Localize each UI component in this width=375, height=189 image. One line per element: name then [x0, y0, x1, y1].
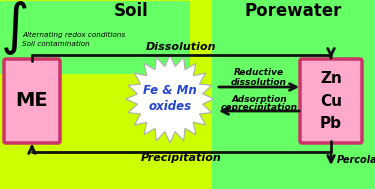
- Text: Pb: Pb: [320, 116, 342, 131]
- FancyBboxPatch shape: [0, 1, 190, 74]
- Text: oxides: oxides: [148, 99, 192, 112]
- FancyBboxPatch shape: [300, 59, 362, 143]
- Text: Zn: Zn: [320, 71, 342, 86]
- FancyBboxPatch shape: [4, 59, 60, 143]
- Text: Porewater: Porewater: [245, 2, 342, 20]
- Text: Cu: Cu: [320, 94, 342, 108]
- Text: coprecipitation: coprecipitation: [220, 103, 297, 112]
- Text: Alternating redox conditions: Alternating redox conditions: [22, 32, 125, 38]
- Text: Soil: Soil: [114, 2, 149, 20]
- Text: Precipitation: Precipitation: [141, 153, 222, 163]
- Text: Adsorption: Adsorption: [231, 95, 287, 104]
- Text: Reductive: Reductive: [234, 68, 284, 77]
- Polygon shape: [126, 55, 214, 143]
- Bar: [212, 0, 375, 189]
- Text: $\int$: $\int$: [0, 0, 28, 57]
- Text: dissolution: dissolution: [231, 78, 287, 87]
- Text: Percolation: Percolation: [337, 155, 375, 165]
- Text: Fe & Mn: Fe & Mn: [143, 84, 197, 98]
- Bar: [0, 0, 212, 189]
- Text: ME: ME: [16, 91, 48, 111]
- Text: Dissolution: Dissolution: [146, 42, 217, 52]
- Text: Soil contamination: Soil contamination: [22, 41, 90, 47]
